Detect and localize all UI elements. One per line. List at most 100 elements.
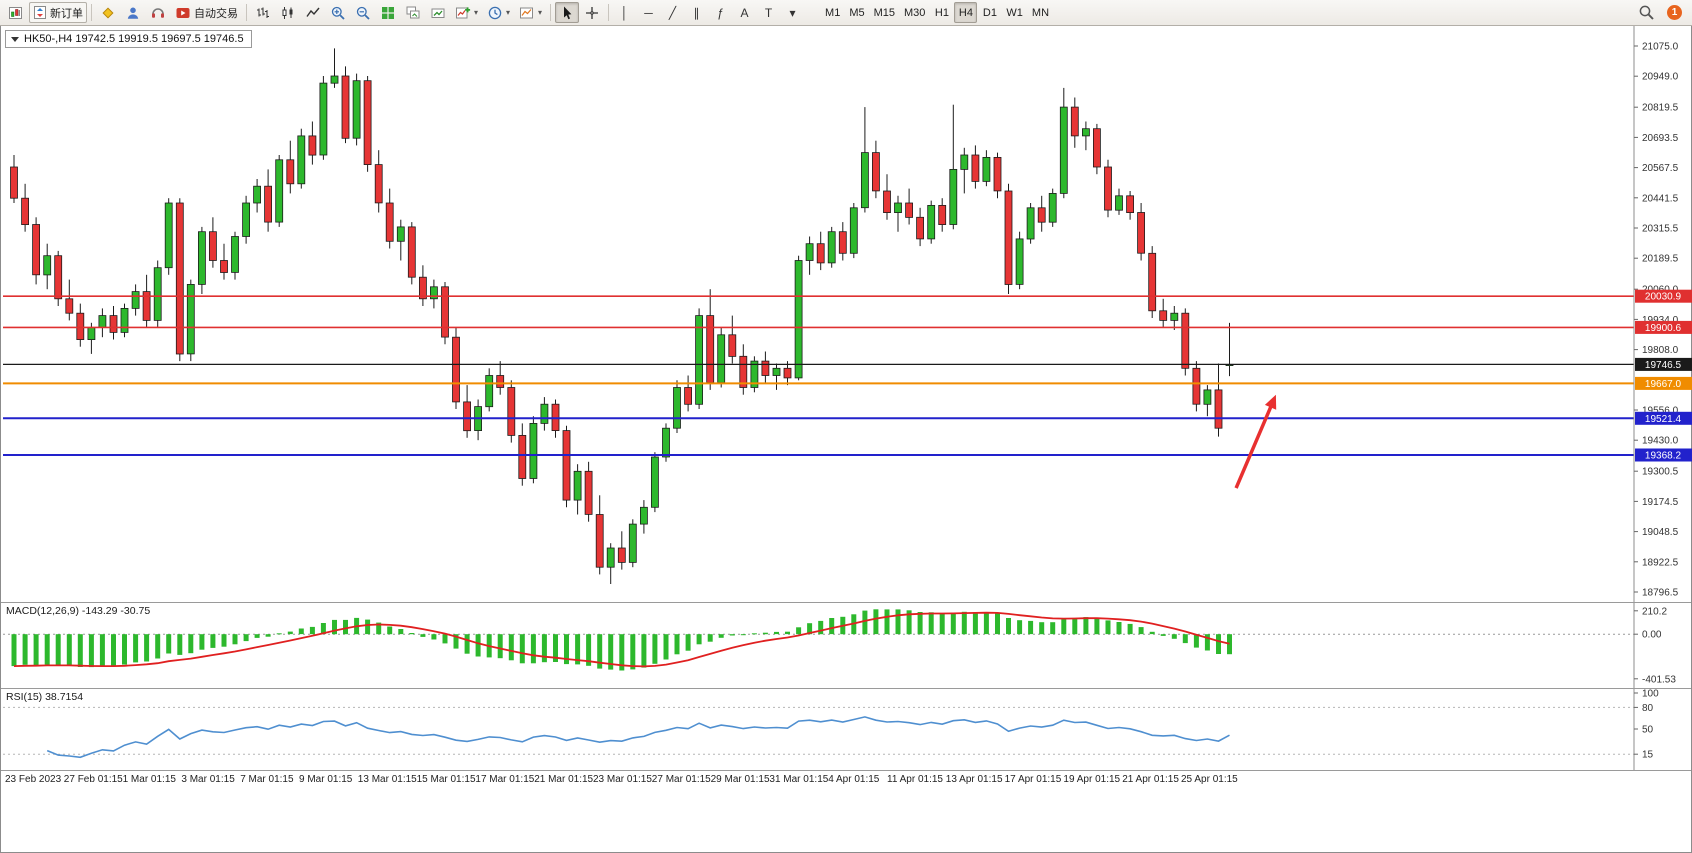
zoom-in-button[interactable] — [326, 2, 350, 23]
svg-text:19174.5: 19174.5 — [1642, 497, 1679, 508]
time-axis-label: 27 Mar 01:15 — [651, 774, 711, 785]
toolbar-separator — [246, 4, 247, 21]
indicators-button[interactable]: ▾ — [451, 2, 482, 23]
new-chart-icon — [8, 5, 24, 21]
tile-windows-icon — [380, 5, 396, 21]
user-icon — [125, 5, 141, 21]
time-axis-label: 23 Mar 01:15 — [593, 774, 652, 785]
channel-tool-button[interactable]: ∥ — [685, 2, 708, 23]
chevron-down-icon: ▾ — [474, 8, 479, 17]
svg-text:19521.4: 19521.4 — [1645, 414, 1682, 425]
svg-text:19667.0: 19667.0 — [1645, 379, 1682, 390]
macd-panel[interactable]: 210.2 0.00 -401.53 MACD(12,26,9) -143.29 -… — [1, 602, 1691, 688]
time-axis[interactable]: 23 Feb 2023 27 Feb 01:15 1 Mar 01:15 3 Mar … — [1, 770, 1691, 787]
timeframe-H1[interactable]: H1 — [930, 2, 953, 23]
shapes-icon: ▾ — [789, 5, 796, 20]
bar-chart-icon — [255, 5, 271, 21]
svg-text:19900.6: 19900.6 — [1645, 323, 1682, 334]
timeframe-M30[interactable]: M30 — [900, 2, 929, 23]
profile-button[interactable] — [121, 2, 145, 23]
time-axis-label: 21 Mar 01:15 — [534, 774, 594, 785]
svg-text:20315.5: 20315.5 — [1642, 224, 1679, 235]
arrange-windows-button[interactable] — [426, 2, 450, 23]
cursor-tool-button[interactable] — [555, 2, 580, 23]
timeframe-M1[interactable]: M1 — [821, 2, 844, 23]
time-axis-label: 4 Apr 01:15 — [828, 774, 880, 785]
timeframe-W1[interactable]: W1 — [1002, 2, 1027, 23]
new-order-icon — [33, 5, 47, 20]
time-axis-label: 27 Feb 01:15 — [63, 774, 123, 785]
bar-chart-mode-button[interactable] — [251, 2, 275, 23]
time-axis-label: 17 Apr 01:15 — [1004, 774, 1062, 785]
svg-text:21075.0: 21075.0 — [1642, 42, 1679, 53]
notification-badge[interactable]: 1 — [1667, 5, 1682, 20]
candlestick-mode-button[interactable] — [276, 2, 300, 23]
new-order-label: 新订单 — [50, 7, 83, 20]
svg-text:19368.2: 19368.2 — [1645, 451, 1682, 462]
cascade-windows-button[interactable] — [401, 2, 425, 23]
market-icon — [100, 5, 116, 21]
svg-text:18922.5: 18922.5 — [1642, 557, 1679, 568]
svg-text:80: 80 — [1642, 703, 1654, 714]
crosshair-tool-button[interactable] — [580, 2, 604, 23]
timeframe-M5[interactable]: M5 — [845, 2, 868, 23]
clock-icon — [487, 5, 503, 21]
svg-text:20030.9: 20030.9 — [1645, 292, 1682, 303]
svg-text:18796.5: 18796.5 — [1642, 588, 1679, 599]
time-axis-label: 11 Apr 01:15 — [887, 774, 943, 785]
price-chart-canvas[interactable]: 21075.0 20949.0 20819.5 20693.5 20567.5 20441… — [1, 26, 1692, 602]
timeframe-H4[interactable]: H4 — [954, 2, 978, 23]
text-tool-button[interactable]: A — [733, 2, 756, 23]
new-chart-button[interactable] — [4, 2, 28, 23]
timeframe-M15[interactable]: M15 — [870, 2, 899, 23]
chart-title-box[interactable]: HK50-,H4 19742.5 19919.5 19697.5 19746.5 — [5, 30, 252, 48]
search-button[interactable] — [1634, 2, 1659, 23]
time-axis-label: 23 Feb 2023 — [5, 774, 62, 785]
svg-text:0.00: 0.00 — [1642, 630, 1662, 641]
time-axis-label: 29 Mar 01:15 — [710, 774, 770, 785]
zoom-out-button[interactable] — [351, 2, 375, 23]
toolbar-separator — [608, 4, 610, 21]
trendline-tool-button[interactable]: ╱ — [661, 2, 684, 23]
timeframe-D1[interactable]: D1 — [978, 2, 1001, 23]
svg-text:20189.5: 20189.5 — [1642, 254, 1679, 265]
rsi-label: RSI(15) 38.7154 — [6, 691, 84, 703]
tile-windows-button[interactable] — [376, 2, 400, 23]
macd-canvas[interactable]: 210.2 0.00 -401.53 — [1, 603, 1692, 688]
template-icon — [519, 5, 535, 21]
line-chart-mode-button[interactable] — [301, 2, 325, 23]
vertical-line-tool-button[interactable]: │ — [613, 2, 636, 23]
time-axis-label: 13 Mar 01:15 — [357, 774, 417, 785]
rsi-panel[interactable]: 100 80 50 15 RSI(15) 38.7154 — [1, 688, 1691, 770]
cursor-icon — [559, 5, 575, 21]
svg-text:20949.0: 20949.0 — [1642, 72, 1679, 83]
fibonacci-icon: ƒ — [717, 5, 724, 20]
support-button[interactable] — [146, 2, 170, 23]
svg-text:20693.5: 20693.5 — [1642, 133, 1679, 144]
app-market-button[interactable] — [96, 2, 120, 23]
time-axis-label: 13 Apr 01:15 — [945, 774, 1003, 785]
horizontal-line-tool-button[interactable]: ─ — [637, 2, 660, 23]
svg-text:19934.0: 19934.0 — [1642, 315, 1679, 326]
svg-text:19430.0: 19430.0 — [1642, 436, 1679, 447]
auto-trading-button[interactable]: 自动交易 — [171, 2, 242, 23]
chevron-down-icon: ▾ — [538, 8, 543, 17]
rsi-canvas[interactable]: 100 80 50 15 — [1, 689, 1692, 770]
timeframe-MN[interactable]: MN — [1028, 2, 1053, 23]
templates-button[interactable]: ▾ — [515, 2, 546, 23]
svg-text:20441.5: 20441.5 — [1642, 193, 1679, 204]
headset-icon — [150, 5, 166, 21]
label-tool-button[interactable]: T — [757, 2, 780, 23]
periods-button[interactable]: ▾ — [483, 2, 514, 23]
toolbar: 新订单 自动交易 ▾ ▾ ▾ │ ─ ╱ ∥ ƒ A T ▾ M1 M5 M15 M3… — [0, 0, 1692, 26]
fibonacci-tool-button[interactable]: ƒ — [709, 2, 732, 23]
svg-text:19048.5: 19048.5 — [1642, 527, 1679, 538]
price-chart-panel[interactable]: 21075.0 20949.0 20819.5 20693.5 20567.5 20441… — [1, 26, 1692, 602]
shapes-tool-button[interactable]: ▾ — [781, 2, 804, 23]
time-axis-label: 21 Apr 01:15 — [1122, 774, 1179, 785]
auto-trading-label: 自动交易 — [194, 7, 238, 20]
bottom-space — [1, 787, 1691, 847]
new-order-button[interactable]: 新订单 — [29, 2, 87, 23]
time-axis-label: 17 Mar 01:15 — [475, 774, 535, 785]
svg-text:19746.5: 19746.5 — [1645, 360, 1682, 371]
